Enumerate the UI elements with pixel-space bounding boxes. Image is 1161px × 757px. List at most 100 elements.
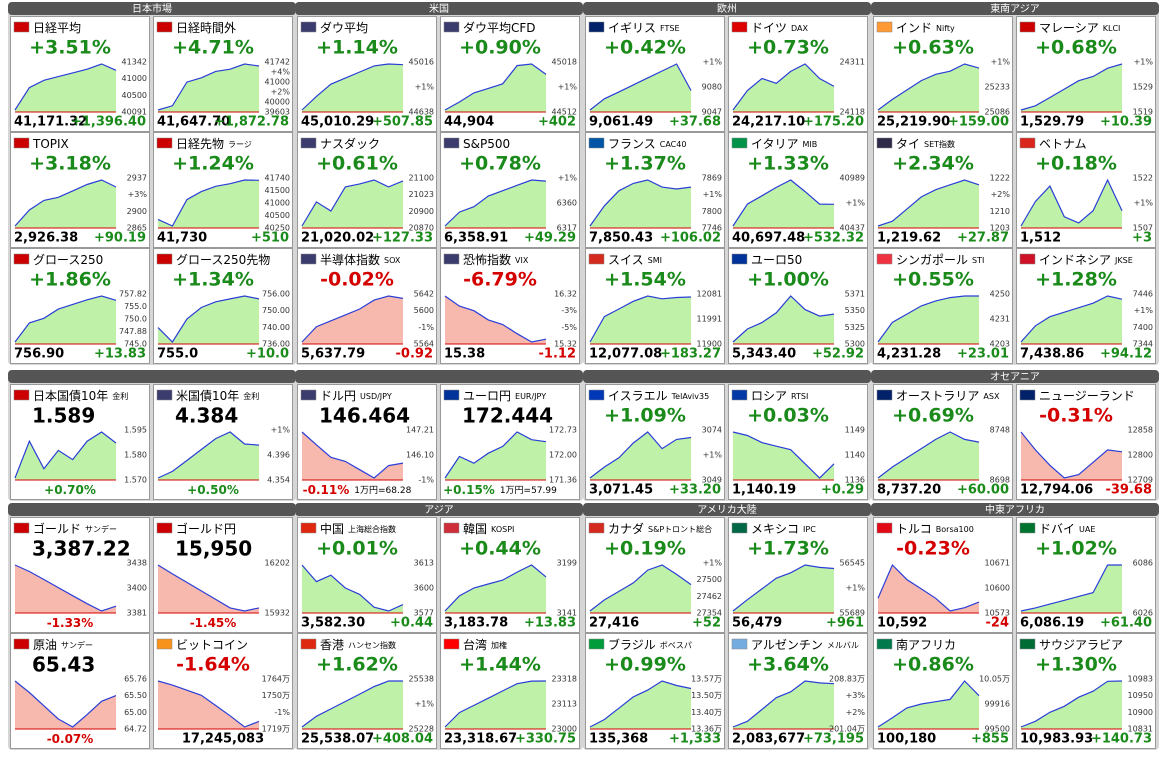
change: +0.19%: [604, 538, 686, 560]
axis-label: 1522: [1133, 174, 1153, 183]
price: 5,343.40: [732, 347, 796, 362]
diff: +140.73: [1091, 732, 1152, 747]
change: +0.70%: [44, 483, 96, 497]
flag-icon: [588, 21, 605, 33]
diff: -39.68: [1105, 483, 1152, 498]
trend-area: [1021, 432, 1122, 480]
name: インド: [896, 21, 932, 35]
trend-area: [733, 681, 834, 729]
name: ユーロ50: [751, 253, 802, 267]
trend-line: [444, 680, 547, 728]
flag-icon: [13, 522, 30, 534]
diff: +10.0: [246, 347, 289, 362]
sub-label: ハンセン指数: [348, 640, 396, 650]
change: +1.34%: [172, 269, 254, 291]
price: 17,245,083: [182, 732, 264, 747]
diff: +52.92: [812, 347, 864, 362]
trend-line: [444, 179, 547, 227]
name: イタリア: [751, 137, 799, 151]
axis-label: 745.0: [124, 340, 147, 349]
axis-label: 40989: [840, 174, 865, 183]
diff: +532.32: [803, 231, 864, 246]
axis-label: 11991: [697, 315, 722, 324]
group-header: [583, 503, 871, 516]
trend-area: [158, 681, 259, 729]
change-bottom: +0.15% 1万円=57.99: [443, 483, 557, 497]
axis-label: -5%: [561, 323, 577, 332]
axis-label: 44638: [409, 108, 434, 117]
name: ドバイ: [1039, 522, 1075, 536]
trend-area: [158, 432, 259, 480]
trend-line: [589, 63, 692, 111]
axis-label: 3141: [557, 609, 577, 618]
axis-label: 6086: [1133, 559, 1153, 568]
tile-name: フランス CAC40: [608, 137, 686, 151]
price: 10,592: [877, 616, 927, 631]
sub-label: USD/JPY: [360, 392, 392, 401]
trend-area: [1021, 296, 1122, 344]
trend-area: [158, 565, 259, 613]
tile-name: イタリア MIB: [751, 137, 817, 151]
axis-label: 41000: [122, 74, 147, 83]
axis-label: 10.05万: [979, 675, 1010, 684]
name: 香港: [320, 638, 344, 652]
axis-label: 56545: [840, 559, 865, 568]
axis-label: 5564: [414, 340, 434, 349]
price: 2,083,677: [732, 732, 805, 747]
diff: +0.44: [390, 616, 433, 631]
axis-label: 3613: [414, 559, 434, 568]
diff: +175.20: [803, 115, 864, 130]
trend-area: [1021, 180, 1122, 228]
price: 7,438.86: [1020, 347, 1084, 362]
tile-name: 恐怖指数 VIX: [463, 252, 529, 267]
axis-label: 8698: [990, 476, 1010, 485]
axis-label: 12858: [1128, 426, 1153, 435]
flag-icon: [1019, 522, 1036, 534]
axis-label: 4250: [990, 290, 1010, 299]
change: -0.02%: [320, 269, 394, 291]
change: +0.86%: [892, 654, 974, 676]
trend-line: [14, 564, 117, 612]
price: 25,219.90: [877, 115, 950, 130]
trend-line: [14, 63, 117, 111]
change: +1.33%: [747, 153, 829, 175]
flag-icon: [443, 253, 460, 265]
price: 4,231.28: [877, 347, 941, 362]
trend-line: [732, 680, 835, 728]
trend-line: [589, 179, 692, 227]
trend-area: [445, 64, 546, 112]
axis-label: 10950: [1128, 691, 1153, 700]
quote: 172.444: [462, 404, 553, 428]
name: ゴールド円: [176, 521, 236, 536]
tile-name: ダウ平均CFD: [463, 20, 536, 35]
name: 日本国債10年: [33, 388, 108, 403]
name: ドル円: [320, 389, 356, 403]
price: 6,358.91: [444, 231, 508, 246]
tile-name: インドネシア JKSE: [1039, 253, 1133, 267]
change: +0.01%: [316, 538, 398, 560]
trend-area: [15, 296, 116, 344]
price: 21,020.02: [301, 231, 374, 246]
flag-icon: [588, 253, 605, 265]
group-header: [295, 370, 583, 383]
trend-area: [733, 180, 834, 228]
axis-label: 4231: [990, 315, 1010, 324]
sub-label: JKSE: [1114, 256, 1133, 265]
axis-label: 756.00: [262, 290, 290, 299]
tile-name: ニュージーランド: [1039, 389, 1135, 403]
tile-name: カナダ S&Pトロント総合: [608, 521, 712, 536]
tile-name: トルコ Borsa100: [896, 522, 974, 536]
sub-label: Borsa100: [936, 525, 974, 534]
change: +0.68%: [1035, 37, 1117, 59]
trend-line: [589, 431, 692, 479]
price: 25,538.07: [301, 732, 374, 747]
flag-icon: [876, 21, 893, 33]
axis-label: 6026: [1133, 609, 1153, 618]
axis-label: 40091: [122, 108, 147, 117]
sub-label: ボベスパ: [660, 641, 692, 650]
trend-area: [15, 432, 116, 480]
trend-line: [301, 179, 404, 227]
trend-line: [1020, 431, 1123, 479]
sub-label: KOSPI: [491, 525, 514, 534]
